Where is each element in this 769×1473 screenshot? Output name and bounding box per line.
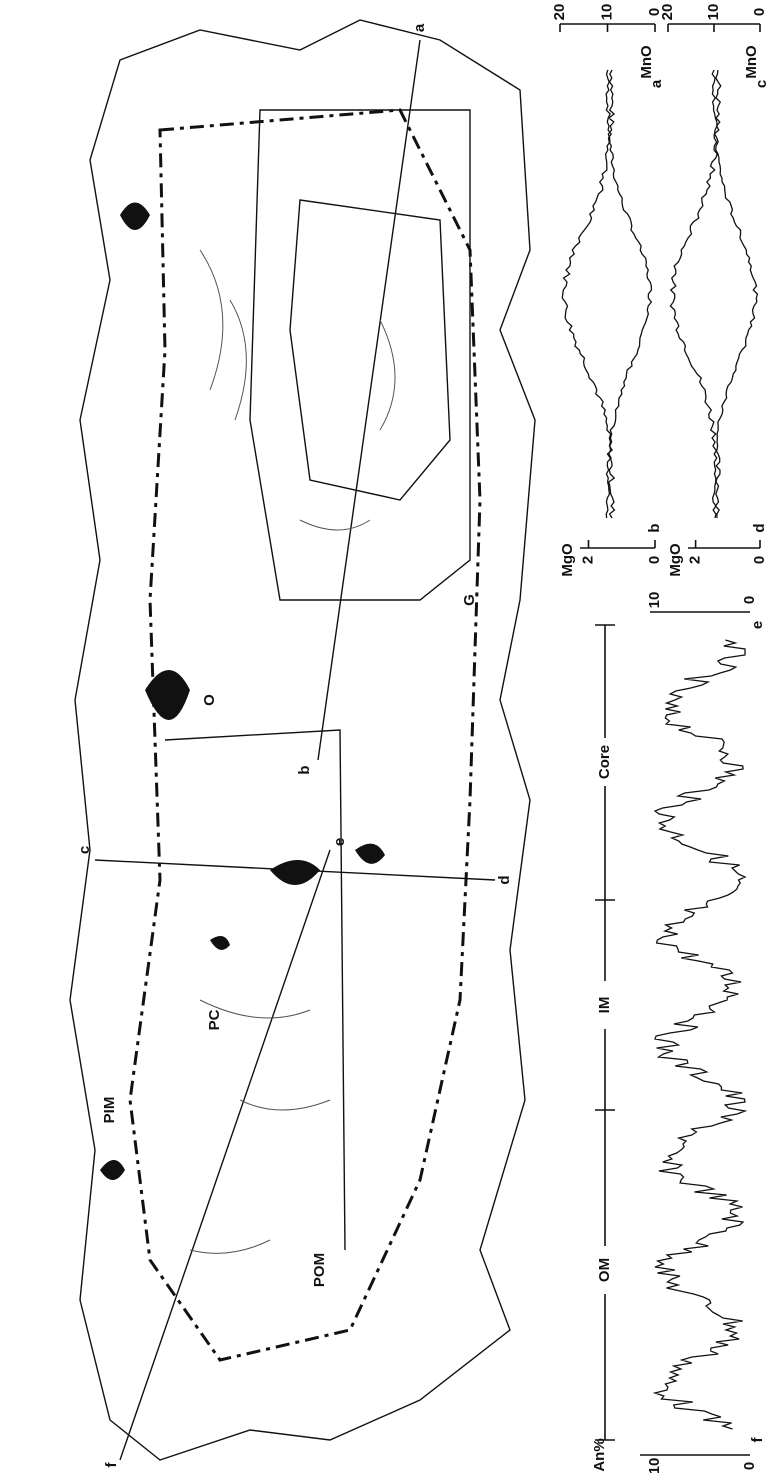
sketch-label: O xyxy=(201,694,218,706)
sketch-label: PIM xyxy=(101,1097,118,1124)
mno-label: MnO xyxy=(638,45,655,79)
mno-tick-label: 10 xyxy=(598,4,615,21)
sketch-label: d xyxy=(496,875,513,884)
mno-tick-label: 10 xyxy=(705,4,722,21)
profile-end: e xyxy=(749,621,766,629)
mgo-tick-label: 2 xyxy=(579,556,596,564)
sketch-label: b xyxy=(296,765,313,774)
garnet-sketch xyxy=(69,19,536,1461)
mno-tick-label: 0 xyxy=(646,8,663,16)
zone-label: IM xyxy=(596,997,613,1014)
sketch-label: G xyxy=(461,594,478,606)
sketch-label: POM xyxy=(311,1253,328,1287)
zone-label-bg xyxy=(596,981,614,1029)
mgo-label: MgO xyxy=(559,543,576,577)
mno-trace xyxy=(711,69,759,519)
mno-tick-label: 20 xyxy=(551,4,568,21)
zone-label: OM xyxy=(596,1258,613,1282)
sketch-label: PC xyxy=(206,1009,223,1030)
sketch-label: f xyxy=(103,1462,120,1468)
mgo-tick-label: 0 xyxy=(646,556,663,564)
mno-trace xyxy=(605,69,653,519)
mgo-trace xyxy=(561,69,616,519)
zone-label-bg xyxy=(596,1246,614,1294)
profile-start: d xyxy=(751,523,768,532)
mno-tick-label: 20 xyxy=(659,4,676,21)
zone-label: Core xyxy=(596,745,613,779)
mgo-label: MgO xyxy=(667,543,684,577)
an-right-tick-label: 0 xyxy=(741,596,758,604)
zone-label-bg xyxy=(596,738,614,786)
an-tick-label: 0 xyxy=(741,1462,758,1470)
sketch-label: a xyxy=(411,23,428,32)
an-tick-label: 10 xyxy=(646,1458,663,1473)
profile-start: b xyxy=(646,523,663,532)
sketch-label: c xyxy=(76,846,93,854)
an-right-tick-label: 10 xyxy=(646,592,663,609)
an-trace xyxy=(652,639,748,1430)
an-axis-label: An% xyxy=(591,1438,608,1471)
profile-start: f xyxy=(749,1437,766,1443)
mgo-tick-label: 2 xyxy=(687,556,704,564)
profile-end: a xyxy=(648,79,665,88)
sketch-label: e xyxy=(331,838,348,846)
profile-end: c xyxy=(753,80,769,88)
mgo-trace xyxy=(669,69,722,519)
mno-label: MnO xyxy=(743,45,760,79)
mgo-tick-label: 0 xyxy=(751,556,768,564)
mno-tick-label: 0 xyxy=(751,8,768,16)
